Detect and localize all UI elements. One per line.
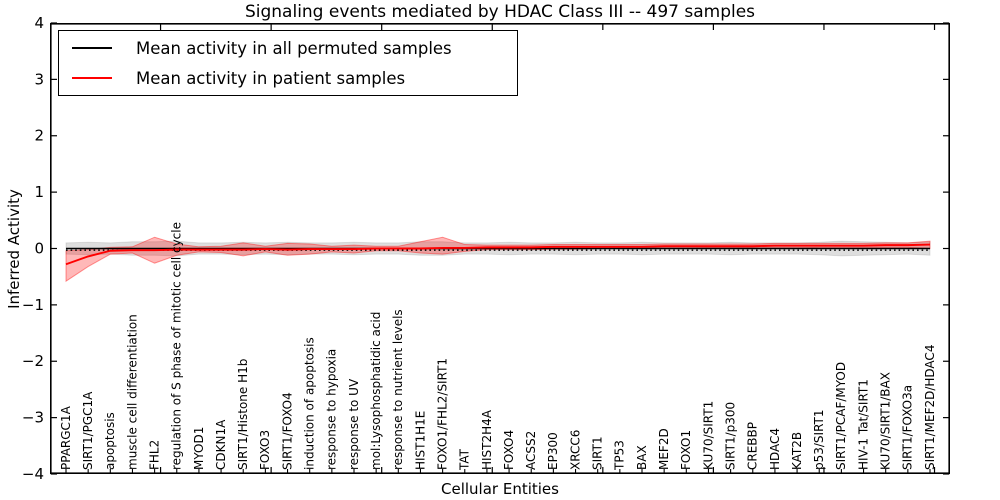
- legend-item-patient: Mean activity in patient samples: [59, 63, 517, 93]
- x-tick-label: SIRT1/p300: [723, 402, 737, 470]
- x-tick-label: MEF2D: [657, 428, 671, 470]
- x-tick-label: HIST1H1E: [413, 411, 427, 470]
- x-tick-label: BAX: [635, 445, 649, 470]
- x-tick-label: apoptosis: [103, 412, 117, 470]
- y-tick-label: −1: [22, 296, 44, 314]
- x-tick-label: CREBBP: [746, 422, 760, 470]
- x-tick-label: SIRT1/Histone H1b: [236, 359, 250, 470]
- x-tick-label: FOXO1: [679, 430, 693, 470]
- patient-line-swatch: [72, 77, 112, 79]
- x-tick-label: response to hypoxia: [325, 349, 339, 470]
- x-tick-label: CDKN1A: [214, 419, 228, 470]
- x-tick-label: response to UV: [347, 378, 361, 470]
- x-axis-title: Cellular Entities: [441, 480, 559, 498]
- x-tick-label: FHL2: [147, 440, 161, 470]
- y-tick-label: 4: [34, 14, 44, 32]
- y-tick-label: 1: [34, 183, 44, 201]
- x-tick-label: MYOD1: [192, 427, 206, 470]
- legend: Mean activity in all permuted samples Me…: [58, 30, 518, 96]
- x-tick-label: TAT: [458, 448, 472, 471]
- x-tick-label: KAT2B: [790, 432, 804, 470]
- x-tick-label: SIRT1/FOXO3a: [901, 385, 915, 470]
- x-tick-label: SIRT1/MEF2D/HDAC4: [923, 345, 937, 470]
- x-tick-label: KU70/SIRT1: [701, 401, 715, 470]
- x-tick-label: response to nutrient levels: [391, 309, 405, 470]
- x-tick-label: induction of apoptosis: [303, 337, 317, 470]
- x-tick-label: SIRT1/PGC1A: [81, 391, 95, 470]
- x-tick-label: FOXO4: [502, 430, 516, 470]
- y-tick-label: 2: [34, 127, 44, 145]
- x-tick-label: HDAC4: [768, 428, 782, 470]
- x-tick-label: TP53: [613, 440, 627, 471]
- patient-mean-line: [65, 243, 931, 266]
- y-tick-label: 0: [34, 239, 44, 257]
- x-tick-label: SIRT1: [591, 436, 605, 470]
- x-tick-label: SIRT1/FOXO4: [280, 392, 294, 470]
- x-tick-label: XRCC6: [568, 430, 582, 470]
- x-tick-label: FOXO3: [258, 430, 272, 470]
- x-tick-label: HIST2H4A: [480, 409, 494, 470]
- x-tick-label: p53/SIRT1: [812, 409, 826, 470]
- x-tick-label: EP300: [546, 432, 560, 470]
- x-tick-label: SIRT1/PCAF/MYOD: [834, 362, 848, 470]
- x-tick-label: regulation of S phase of mitotic cell cy…: [170, 222, 184, 470]
- y-tick-label: −2: [22, 352, 44, 370]
- legend-item-permuted: Mean activity in all permuted samples: [59, 33, 517, 63]
- x-tick-label: FOXO1/FHL2/SIRT1: [435, 358, 449, 470]
- legend-label-patient: Mean activity in patient samples: [136, 68, 406, 88]
- permuted-line-swatch: [72, 47, 112, 49]
- legend-label-permuted: Mean activity in all permuted samples: [136, 38, 452, 58]
- x-tick-label: muscle cell differentiation: [125, 314, 139, 470]
- chart-title: Signaling events mediated by HDAC Class …: [244, 2, 756, 22]
- y-tick-label: −3: [22, 409, 44, 427]
- x-tick-label: PPARGC1A: [59, 405, 73, 470]
- y-tick-label: −4: [22, 465, 44, 483]
- y-tick-label: 3: [34, 70, 44, 88]
- x-tick-label: KU70/SIRT1/BAX: [879, 372, 893, 470]
- x-tick-label: mol:Lysophosphatidic acid: [369, 312, 383, 470]
- x-tick-label: HIV-1 Tat/SIRT1: [856, 379, 870, 470]
- x-tick-label: ACSS2: [524, 431, 538, 470]
